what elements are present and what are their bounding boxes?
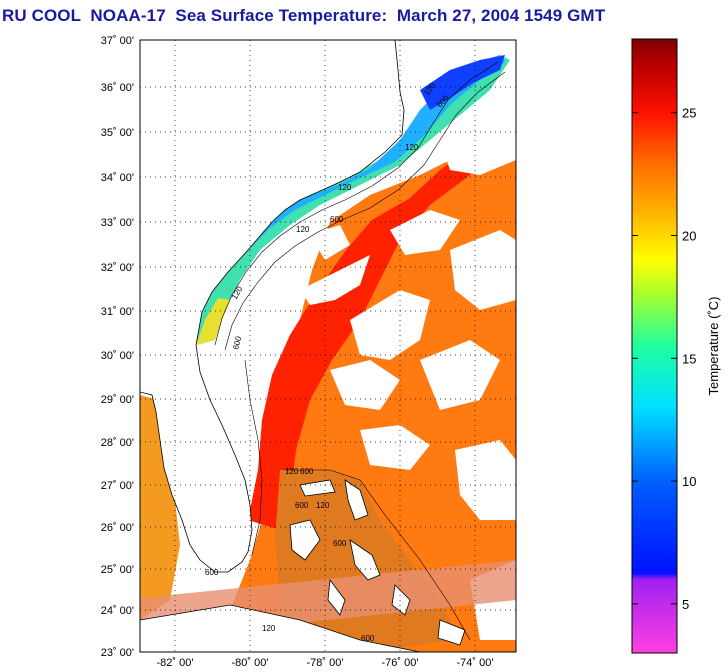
isobath-label-120: 120 [316,501,330,510]
isobath-bahamas [285,469,471,641]
lat-label: 37˚ 00' [101,35,134,47]
land-masses [139,39,466,653]
lat-label: 32˚ 00' [101,262,134,274]
isobath-florida [244,359,263,556]
isobath-label-600: 600 [300,467,314,476]
lon-label: -78˚ 00' [307,657,344,669]
isobath-label-120: 120 [262,624,276,633]
colorbar-tick-label: 5 [682,597,689,612]
lon-label: -80˚ 00' [232,657,269,669]
sst-florida-shelf [196,298,230,345]
isobaths [214,61,506,641]
lat-label: 28˚ 00' [101,437,134,449]
isobath-label-120: 120 [285,467,299,476]
isobath-label-600: 600 [330,215,344,224]
sst-shelf-water [196,55,510,345]
island-south [437,619,466,646]
isobath-label-600: 600 [295,501,309,510]
longitude-axis: -82˚ 00' -80˚ 00' -78˚ 00' -76˚ 00' -74˚… [157,657,494,669]
colorbar-tick-label: 20 [682,228,696,243]
lon-label: -82˚ 00' [157,657,194,669]
lat-label: 35˚ 00' [101,127,134,139]
island-abaco [344,479,369,521]
colorbar-tick-label: 15 [682,351,696,366]
lat-label: 33˚ 00' [101,217,134,229]
map-frame [139,39,517,653]
latitude-axis: 37˚ 00' 36˚ 00' 35˚ 00' 34˚ 00' 33˚ 00' … [101,35,134,659]
island-exuma [327,578,346,616]
colorbar-tick-label: 25 [682,106,696,121]
isobath-label-120: 120 [338,183,352,192]
lon-label: -74˚ 00' [457,657,494,669]
lat-label: 36˚ 00' [101,82,134,94]
isobath-label-120: 120 [296,225,310,234]
isobath-label-600: 600 [361,634,375,643]
island-andros [289,519,321,561]
isobath-600 [224,71,506,351]
colorbar: 25 20 15 10 5 Temperature (˚C) [631,38,721,654]
island-eleuthera [349,539,381,581]
sst-gulf-of-mexico [140,395,180,620]
lat-label: 24˚ 00' [101,605,134,617]
colorbar-ticks: 25 20 15 10 5 [632,106,696,612]
isobath-label-120: 120 [405,143,419,152]
lat-label: 25˚ 00' [101,564,134,576]
us-east-coast [139,39,405,573]
lon-label: -76˚ 00' [382,657,419,669]
graticule [140,40,516,652]
isobath-label-600: 600 [333,539,347,548]
isobath-label-600: 600 [205,568,219,577]
lat-label: 27˚ 00' [101,480,134,492]
colorbar-gradient [631,38,678,654]
colorbar-tick-label: 10 [682,474,696,489]
lat-label: 31˚ 00' [101,306,134,318]
lat-label: 23˚ 00' [101,647,134,659]
map-title: RU COOL NOAA-17 Sea Surface Temperature:… [2,6,606,25]
sst-map[interactable]: 120 600 120 120 600 120 120 600 120 600 … [101,35,517,669]
lat-label: 26˚ 00' [101,522,134,534]
colorbar-title: Temperature (˚C) [706,297,721,396]
island-cat [391,584,411,616]
lat-label: 30˚ 00' [101,350,134,362]
isobath-120 [214,61,499,346]
sst-cold-north [420,55,505,110]
lat-label: 29˚ 00' [101,394,134,406]
isobath-label-600: 600 [231,335,243,351]
lat-label: 34˚ 00' [101,172,134,184]
island-grand-bahama [299,479,336,497]
